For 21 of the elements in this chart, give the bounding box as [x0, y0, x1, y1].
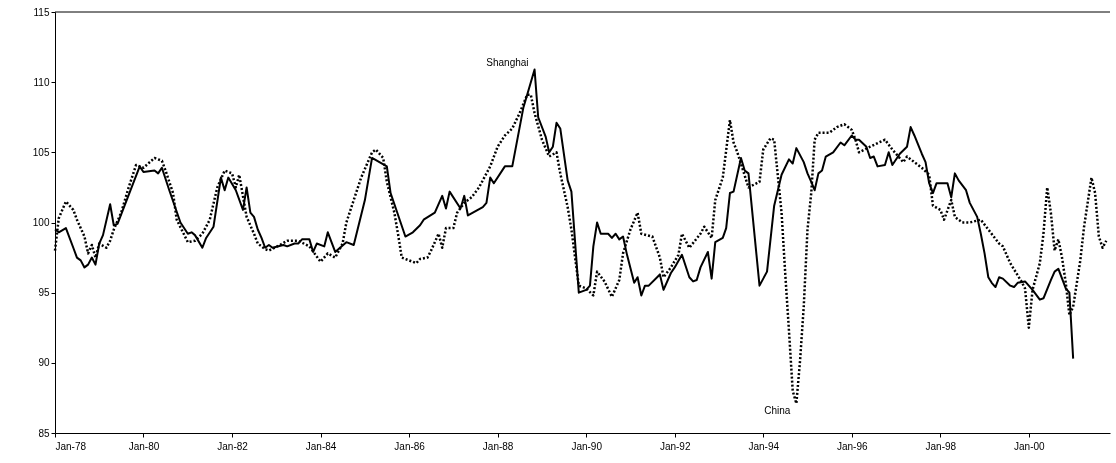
x-tick-label: Jan-88	[482, 440, 514, 452]
series-label: China	[764, 404, 791, 416]
x-tick-label: Jan-80	[128, 440, 160, 452]
x-tick-label: Jan-86	[394, 440, 426, 452]
y-tick-label: 95	[38, 287, 50, 299]
x-tick-label: Jan-84	[305, 440, 337, 452]
y-tick-label: 110	[33, 76, 50, 88]
x-tick-label: Jan-00	[1014, 440, 1046, 452]
x-tick-label: Jan-96	[836, 440, 868, 452]
x-tick-label: Jan-94	[748, 440, 780, 452]
y-tick-label: 115	[33, 6, 50, 18]
y-tick-label: 85	[38, 427, 50, 439]
y-tick-label: 100	[32, 217, 50, 228]
series-label: Shanghai	[486, 56, 529, 68]
y-tick-label: 90	[38, 357, 50, 369]
x-tick-label: Jan-90	[571, 440, 603, 452]
x-tick-label: Jan-78	[55, 440, 87, 452]
x-tick-label: Jan-82	[217, 440, 249, 452]
x-tick-label: Jan-98	[925, 440, 957, 452]
x-tick-label: Jan-92	[659, 440, 691, 452]
y-tick-label: 105	[32, 146, 50, 158]
